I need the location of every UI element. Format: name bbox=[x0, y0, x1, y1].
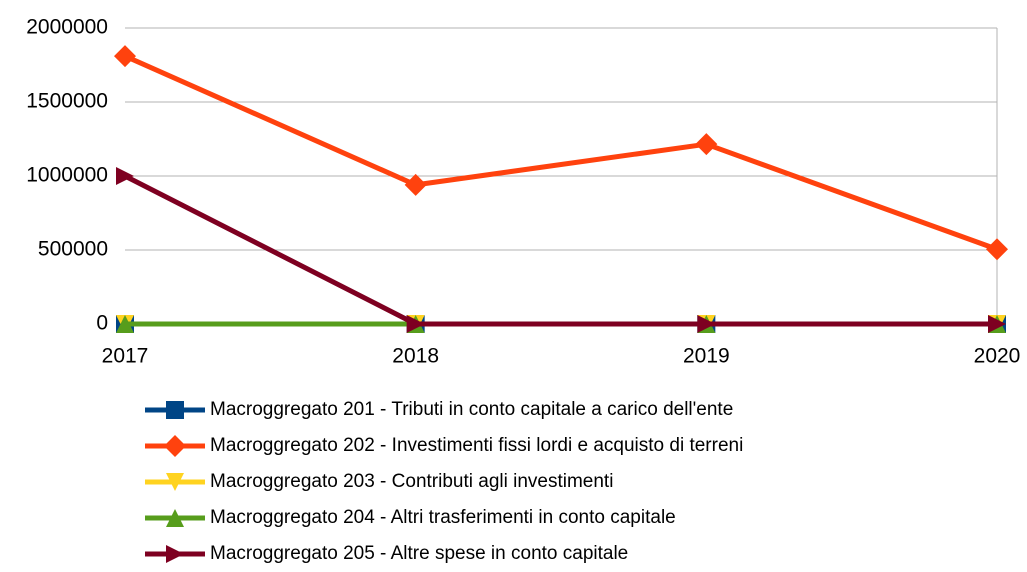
legend-marker bbox=[164, 435, 186, 457]
legend-label: Macroggregato 202 - Investimenti fissi l… bbox=[210, 435, 743, 456]
data-point bbox=[116, 167, 134, 185]
y-tick-label: 1500000 bbox=[26, 90, 108, 113]
series-line bbox=[123, 53, 998, 252]
legend-label: Macroggregato 204 - Altri trasferimenti … bbox=[210, 507, 676, 528]
legend-marker bbox=[166, 473, 184, 491]
data-point bbox=[114, 45, 136, 68]
x-tick-label: 2017 bbox=[102, 345, 149, 368]
x-tick-label: 2018 bbox=[392, 345, 439, 368]
data-point bbox=[986, 238, 1008, 261]
x-tick-label: 2020 bbox=[974, 345, 1021, 368]
data-point bbox=[404, 173, 427, 196]
y-tick-label: 500000 bbox=[38, 238, 108, 261]
data-point bbox=[988, 315, 1006, 333]
data-point bbox=[406, 315, 425, 333]
data-point bbox=[695, 133, 718, 156]
legend-label: Macroggregato 201 - Tributi in conto cap… bbox=[210, 399, 733, 420]
legend-marker bbox=[166, 509, 184, 527]
data-point bbox=[116, 315, 134, 333]
legend-label: Macroggregato 205 - Altre spese in conto… bbox=[210, 543, 628, 564]
legend-marker bbox=[166, 545, 184, 563]
y-tick-label: 0 bbox=[96, 312, 108, 335]
legend-marker bbox=[166, 401, 184, 419]
data-point bbox=[697, 315, 716, 333]
legend-label: Macroggregato 203 - Contributi agli inve… bbox=[210, 471, 613, 492]
series-line bbox=[123, 173, 997, 327]
y-tick-label: 2000000 bbox=[26, 16, 108, 39]
x-tick-label: 2019 bbox=[683, 345, 730, 368]
y-tick-label: 1000000 bbox=[26, 164, 108, 187]
